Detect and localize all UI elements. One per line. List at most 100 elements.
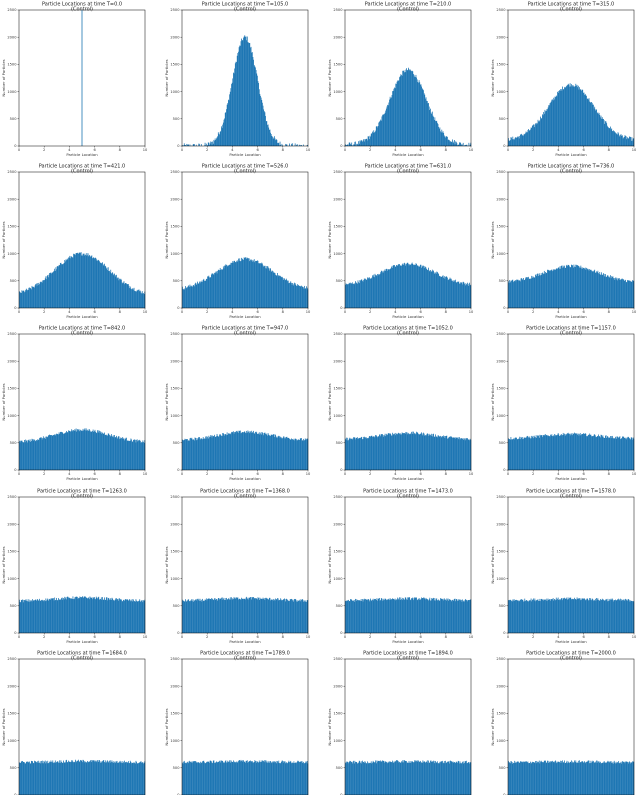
histogram-bar bbox=[586, 761, 588, 795]
histogram-bar bbox=[212, 273, 214, 308]
histogram-bar bbox=[63, 263, 64, 308]
histogram-bar bbox=[268, 597, 270, 633]
histogram-bar bbox=[107, 433, 109, 470]
x-tick-label: 2 bbox=[369, 635, 371, 639]
histogram-bar bbox=[594, 761, 596, 795]
histogram-bar bbox=[586, 267, 587, 308]
histogram-bar bbox=[422, 89, 424, 146]
histogram-bar bbox=[79, 429, 81, 470]
histogram-bar bbox=[105, 266, 107, 308]
histogram-bar bbox=[601, 118, 603, 146]
histogram-bar bbox=[548, 436, 550, 470]
histogram-bar bbox=[209, 436, 211, 470]
histogram-bar bbox=[66, 599, 68, 633]
histogram-bar bbox=[33, 439, 35, 470]
histogram-bar bbox=[291, 762, 293, 795]
histogram-bar bbox=[255, 67, 256, 146]
histogram-bar bbox=[598, 761, 600, 795]
histogram-bar bbox=[241, 258, 243, 308]
histogram-bar bbox=[384, 433, 386, 470]
histogram-bar bbox=[288, 760, 290, 795]
y-axis-label: Number of Particles bbox=[327, 708, 332, 745]
histogram-bar bbox=[347, 144, 349, 146]
histogram-bar bbox=[442, 132, 443, 146]
y-tick-label: 0 bbox=[14, 631, 17, 635]
histogram-bar bbox=[97, 430, 98, 470]
histogram-bar bbox=[601, 117, 603, 146]
histogram-bar bbox=[275, 437, 277, 470]
histogram-bar bbox=[87, 430, 88, 470]
histogram-bar bbox=[511, 439, 512, 470]
histogram-bar bbox=[219, 762, 221, 795]
histogram-bar bbox=[457, 600, 458, 633]
histogram-bar bbox=[272, 761, 274, 795]
histogram-bar bbox=[526, 761, 528, 795]
histogram-bar bbox=[41, 600, 43, 633]
histogram-bar bbox=[540, 273, 542, 308]
histogram-bar bbox=[226, 432, 228, 470]
histogram-bar bbox=[352, 600, 354, 633]
histogram-bar bbox=[284, 438, 285, 470]
histogram-bar bbox=[392, 598, 394, 633]
histogram-bar bbox=[362, 760, 363, 795]
histogram-bar bbox=[130, 438, 132, 470]
histogram-bar bbox=[553, 269, 555, 308]
histogram-bar bbox=[36, 599, 38, 633]
histogram-bar bbox=[80, 430, 82, 470]
histogram-bar bbox=[263, 266, 265, 308]
histogram-bar bbox=[80, 759, 81, 795]
histogram-bar bbox=[529, 130, 531, 146]
histogram-bar bbox=[228, 598, 230, 633]
histogram-bar bbox=[511, 601, 512, 633]
histogram-bar bbox=[613, 131, 615, 146]
histogram-bar bbox=[627, 138, 629, 146]
subplot-title: Particle Locations at time T=631.0 bbox=[365, 164, 451, 170]
histogram-bar bbox=[51, 598, 53, 633]
histogram-bar bbox=[459, 599, 460, 633]
histogram-bar bbox=[224, 112, 226, 146]
histogram-bar bbox=[527, 761, 529, 795]
histogram-bar bbox=[618, 438, 620, 470]
histogram-bar bbox=[137, 290, 139, 308]
x-tick-label: 10 bbox=[632, 472, 637, 476]
histogram-bar bbox=[203, 760, 205, 795]
histogram-bar bbox=[41, 599, 42, 633]
histogram-bar bbox=[276, 599, 278, 633]
histogram-bar bbox=[200, 600, 202, 633]
histogram-bar bbox=[354, 601, 356, 633]
histogram-bar bbox=[35, 761, 37, 795]
histogram-bar bbox=[370, 436, 371, 470]
histogram-bar bbox=[551, 99, 553, 146]
histogram-bar bbox=[296, 144, 297, 146]
histogram-bar bbox=[452, 280, 453, 308]
histogram-bar bbox=[622, 600, 623, 633]
histogram-bar bbox=[361, 140, 363, 146]
histogram-bar bbox=[563, 89, 565, 146]
histogram-bar bbox=[630, 762, 632, 795]
histogram-bar bbox=[66, 430, 68, 470]
histogram-bar bbox=[19, 599, 20, 633]
histogram-bar bbox=[194, 600, 196, 633]
histogram-bar bbox=[454, 437, 456, 470]
histogram-bar bbox=[428, 433, 430, 470]
histogram-bar bbox=[304, 601, 305, 633]
x-axis-label: Particle Location bbox=[229, 314, 261, 319]
histogram-bar bbox=[32, 600, 34, 633]
histogram-bar bbox=[611, 276, 613, 308]
histogram-bar bbox=[618, 135, 620, 146]
histogram-bar bbox=[116, 598, 117, 633]
histogram-bar bbox=[628, 136, 630, 146]
subplot-15: Particle Locations at time T=1473.0(Cont… bbox=[327, 489, 474, 645]
histogram-bar bbox=[596, 436, 598, 470]
histogram-bar bbox=[47, 760, 49, 795]
histogram-bar bbox=[192, 439, 194, 470]
histogram-bar bbox=[127, 284, 129, 308]
histogram-bar bbox=[412, 597, 414, 633]
histogram-bar bbox=[578, 435, 580, 470]
histogram-bar bbox=[602, 435, 604, 470]
histogram-bar bbox=[455, 141, 457, 146]
histogram-bar bbox=[345, 283, 347, 308]
histogram-bar bbox=[380, 120, 382, 146]
subplot-subtitle: (Control) bbox=[397, 7, 419, 13]
histogram-bar bbox=[525, 131, 527, 146]
